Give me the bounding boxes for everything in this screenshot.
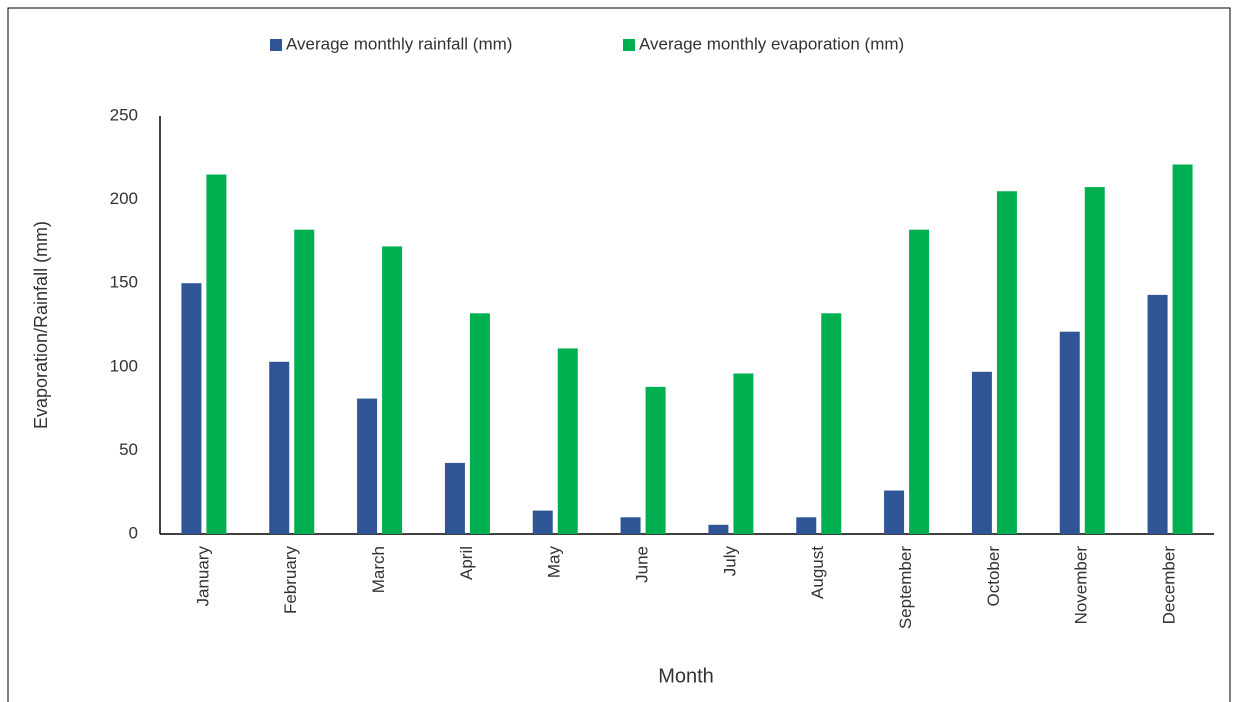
y-tick-label: 150 xyxy=(110,273,138,292)
bar xyxy=(620,517,641,534)
bar xyxy=(469,313,490,534)
bar xyxy=(206,174,227,534)
x-axis-label: Month xyxy=(658,665,714,687)
x-tick-label: March xyxy=(369,546,388,593)
y-axis-label: Evaporation/Rainfall (mm) xyxy=(31,221,51,429)
bar xyxy=(1172,164,1193,534)
bar xyxy=(181,283,202,534)
bar xyxy=(884,490,905,534)
y-tick-label: 250 xyxy=(110,105,138,124)
x-tick-label: September xyxy=(896,546,915,629)
x-tick-label: February xyxy=(281,546,300,615)
x-tick-label: January xyxy=(193,546,212,607)
y-tick-label: 100 xyxy=(110,356,138,375)
bar xyxy=(996,191,1017,535)
bar xyxy=(1147,294,1168,534)
y-tick-label: 0 xyxy=(129,523,138,542)
bar xyxy=(821,313,842,534)
bar xyxy=(294,229,315,535)
x-tick-label: April xyxy=(457,546,476,580)
bar xyxy=(269,361,290,534)
x-tick-label: November xyxy=(1072,546,1091,625)
chart-frame xyxy=(7,7,1231,702)
y-tick-label: 200 xyxy=(110,189,138,208)
bar xyxy=(1059,331,1080,534)
bar xyxy=(645,386,666,534)
legend-swatch xyxy=(270,39,282,51)
bar xyxy=(733,373,754,534)
legend-label: Average monthly rainfall (mm) xyxy=(286,34,512,53)
bar xyxy=(532,510,553,534)
bar xyxy=(557,348,578,534)
x-tick-label: May xyxy=(545,546,564,579)
bar xyxy=(382,246,403,534)
bar xyxy=(357,398,378,534)
bar xyxy=(1084,187,1105,534)
x-tick-label: August xyxy=(808,546,827,599)
x-tick-label: June xyxy=(633,546,652,583)
y-tick-label: 50 xyxy=(119,440,138,459)
bar xyxy=(909,229,930,535)
bar xyxy=(796,517,817,534)
legend-swatch xyxy=(623,39,635,51)
x-tick-label: July xyxy=(720,546,739,577)
legend-label: Average monthly evaporation (mm) xyxy=(639,34,904,53)
bar xyxy=(971,371,992,534)
bar xyxy=(708,524,729,534)
x-tick-label: December xyxy=(1160,546,1179,625)
bar xyxy=(444,462,465,534)
x-tick-label: October xyxy=(984,546,1003,607)
